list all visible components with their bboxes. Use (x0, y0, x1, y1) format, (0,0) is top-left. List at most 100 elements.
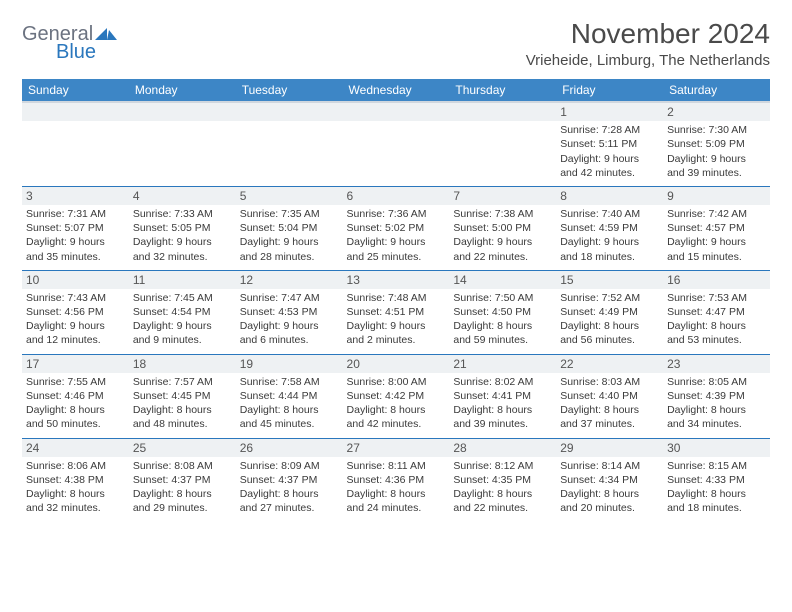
daylight-text: and 35 minutes. (26, 250, 125, 264)
sunrise-text: Sunrise: 7:36 AM (347, 207, 446, 221)
day-cell: 26Sunrise: 8:09 AMSunset: 4:37 PMDayligh… (236, 438, 343, 521)
sunrise-text: Sunrise: 8:02 AM (453, 375, 552, 389)
day-header: Wednesday (343, 79, 450, 102)
day-number: 29 (556, 439, 663, 457)
day-cell: 18Sunrise: 7:57 AMSunset: 4:45 PMDayligh… (129, 354, 236, 438)
day-number: 1 (556, 103, 663, 121)
sunrise-text: Sunrise: 8:11 AM (347, 459, 446, 473)
sunset-text: Sunset: 5:09 PM (667, 137, 766, 151)
daylight-text: and 29 minutes. (133, 501, 232, 515)
day-number: 30 (663, 439, 770, 457)
sunset-text: Sunset: 5:07 PM (26, 221, 125, 235)
daylight-text: and 42 minutes. (347, 417, 446, 431)
sunset-text: Sunset: 4:56 PM (26, 305, 125, 319)
day-number: 8 (556, 187, 663, 205)
day-cell: 2Sunrise: 7:30 AMSunset: 5:09 PMDaylight… (663, 102, 770, 186)
day-number: 18 (129, 355, 236, 373)
sunset-text: Sunset: 5:11 PM (560, 137, 659, 151)
day-cell: 12Sunrise: 7:47 AMSunset: 4:53 PMDayligh… (236, 270, 343, 354)
daylight-text: and 15 minutes. (667, 250, 766, 264)
logo-word-blue: Blue (56, 42, 117, 62)
daylight-text: Daylight: 8 hours (133, 487, 232, 501)
day-cell: 5Sunrise: 7:35 AMSunset: 5:04 PMDaylight… (236, 186, 343, 270)
day-cell: 24Sunrise: 8:06 AMSunset: 4:38 PMDayligh… (22, 438, 129, 521)
daylight-text: and 12 minutes. (26, 333, 125, 347)
day-cell: 13Sunrise: 7:48 AMSunset: 4:51 PMDayligh… (343, 270, 450, 354)
day-number: 14 (449, 271, 556, 289)
daylight-text: and 28 minutes. (240, 250, 339, 264)
day-header: Thursday (449, 79, 556, 102)
day-header: Sunday (22, 79, 129, 102)
daylight-text: Daylight: 8 hours (347, 487, 446, 501)
day-number: 20 (343, 355, 450, 373)
day-number: 2 (663, 103, 770, 121)
day-number: 25 (129, 439, 236, 457)
day-number: 4 (129, 187, 236, 205)
day-cell: 23Sunrise: 8:05 AMSunset: 4:39 PMDayligh… (663, 354, 770, 438)
sunrise-text: Sunrise: 7:48 AM (347, 291, 446, 305)
daylight-text: and 50 minutes. (26, 417, 125, 431)
sunrise-text: Sunrise: 7:45 AM (133, 291, 232, 305)
calendar-table: Sunday Monday Tuesday Wednesday Thursday… (22, 79, 770, 521)
sunset-text: Sunset: 4:51 PM (347, 305, 446, 319)
sunset-text: Sunset: 4:57 PM (667, 221, 766, 235)
sunrise-text: Sunrise: 7:40 AM (560, 207, 659, 221)
day-number: 9 (663, 187, 770, 205)
daylight-text: and 6 minutes. (240, 333, 339, 347)
sunset-text: Sunset: 4:35 PM (453, 473, 552, 487)
daylight-text: and 39 minutes. (667, 166, 766, 180)
day-cell: 16Sunrise: 7:53 AMSunset: 4:47 PMDayligh… (663, 270, 770, 354)
sunset-text: Sunset: 5:02 PM (347, 221, 446, 235)
daylight-text: Daylight: 9 hours (347, 319, 446, 333)
sunset-text: Sunset: 4:40 PM (560, 389, 659, 403)
sunrise-text: Sunrise: 8:14 AM (560, 459, 659, 473)
daylight-text: and 32 minutes. (26, 501, 125, 515)
daylight-text: Daylight: 8 hours (560, 403, 659, 417)
daylight-text: Daylight: 8 hours (133, 403, 232, 417)
daylight-text: Daylight: 9 hours (453, 235, 552, 249)
sunrise-text: Sunrise: 8:09 AM (240, 459, 339, 473)
day-number: 16 (663, 271, 770, 289)
sunset-text: Sunset: 5:05 PM (133, 221, 232, 235)
sunset-text: Sunset: 5:04 PM (240, 221, 339, 235)
sunset-text: Sunset: 4:37 PM (133, 473, 232, 487)
sunrise-text: Sunrise: 7:53 AM (667, 291, 766, 305)
day-number: 28 (449, 439, 556, 457)
sunset-text: Sunset: 4:59 PM (560, 221, 659, 235)
empty-day (343, 103, 450, 121)
sunrise-text: Sunrise: 7:33 AM (133, 207, 232, 221)
daylight-text: Daylight: 8 hours (26, 487, 125, 501)
week-row: 17Sunrise: 7:55 AMSunset: 4:46 PMDayligh… (22, 354, 770, 438)
sunset-text: Sunset: 4:53 PM (240, 305, 339, 319)
sunrise-text: Sunrise: 8:05 AM (667, 375, 766, 389)
sunrise-text: Sunrise: 7:28 AM (560, 123, 659, 137)
empty-day (449, 103, 556, 121)
sunset-text: Sunset: 4:37 PM (240, 473, 339, 487)
month-title: November 2024 (526, 18, 770, 50)
daylight-text: and 25 minutes. (347, 250, 446, 264)
daylight-text: Daylight: 9 hours (667, 152, 766, 166)
daylight-text: and 9 minutes. (133, 333, 232, 347)
daylight-text: and 53 minutes. (667, 333, 766, 347)
sunset-text: Sunset: 4:50 PM (453, 305, 552, 319)
day-header: Saturday (663, 79, 770, 102)
day-header: Tuesday (236, 79, 343, 102)
sunrise-text: Sunrise: 8:08 AM (133, 459, 232, 473)
sunrise-text: Sunrise: 7:47 AM (240, 291, 339, 305)
sunrise-text: Sunrise: 8:00 AM (347, 375, 446, 389)
sunrise-text: Sunrise: 7:52 AM (560, 291, 659, 305)
day-cell: 22Sunrise: 8:03 AMSunset: 4:40 PMDayligh… (556, 354, 663, 438)
day-number: 23 (663, 355, 770, 373)
sunset-text: Sunset: 4:42 PM (347, 389, 446, 403)
sunrise-text: Sunrise: 7:43 AM (26, 291, 125, 305)
daylight-text: Daylight: 8 hours (26, 403, 125, 417)
sunset-text: Sunset: 4:34 PM (560, 473, 659, 487)
day-number: 12 (236, 271, 343, 289)
page-header: General Blue November 2024 Vrieheide, Li… (22, 18, 770, 69)
daylight-text: Daylight: 8 hours (560, 487, 659, 501)
calendar-page: General Blue November 2024 Vrieheide, Li… (0, 0, 792, 539)
daylight-text: and 42 minutes. (560, 166, 659, 180)
sunset-text: Sunset: 4:46 PM (26, 389, 125, 403)
daylight-text: Daylight: 8 hours (667, 403, 766, 417)
day-cell: 30Sunrise: 8:15 AMSunset: 4:33 PMDayligh… (663, 438, 770, 521)
